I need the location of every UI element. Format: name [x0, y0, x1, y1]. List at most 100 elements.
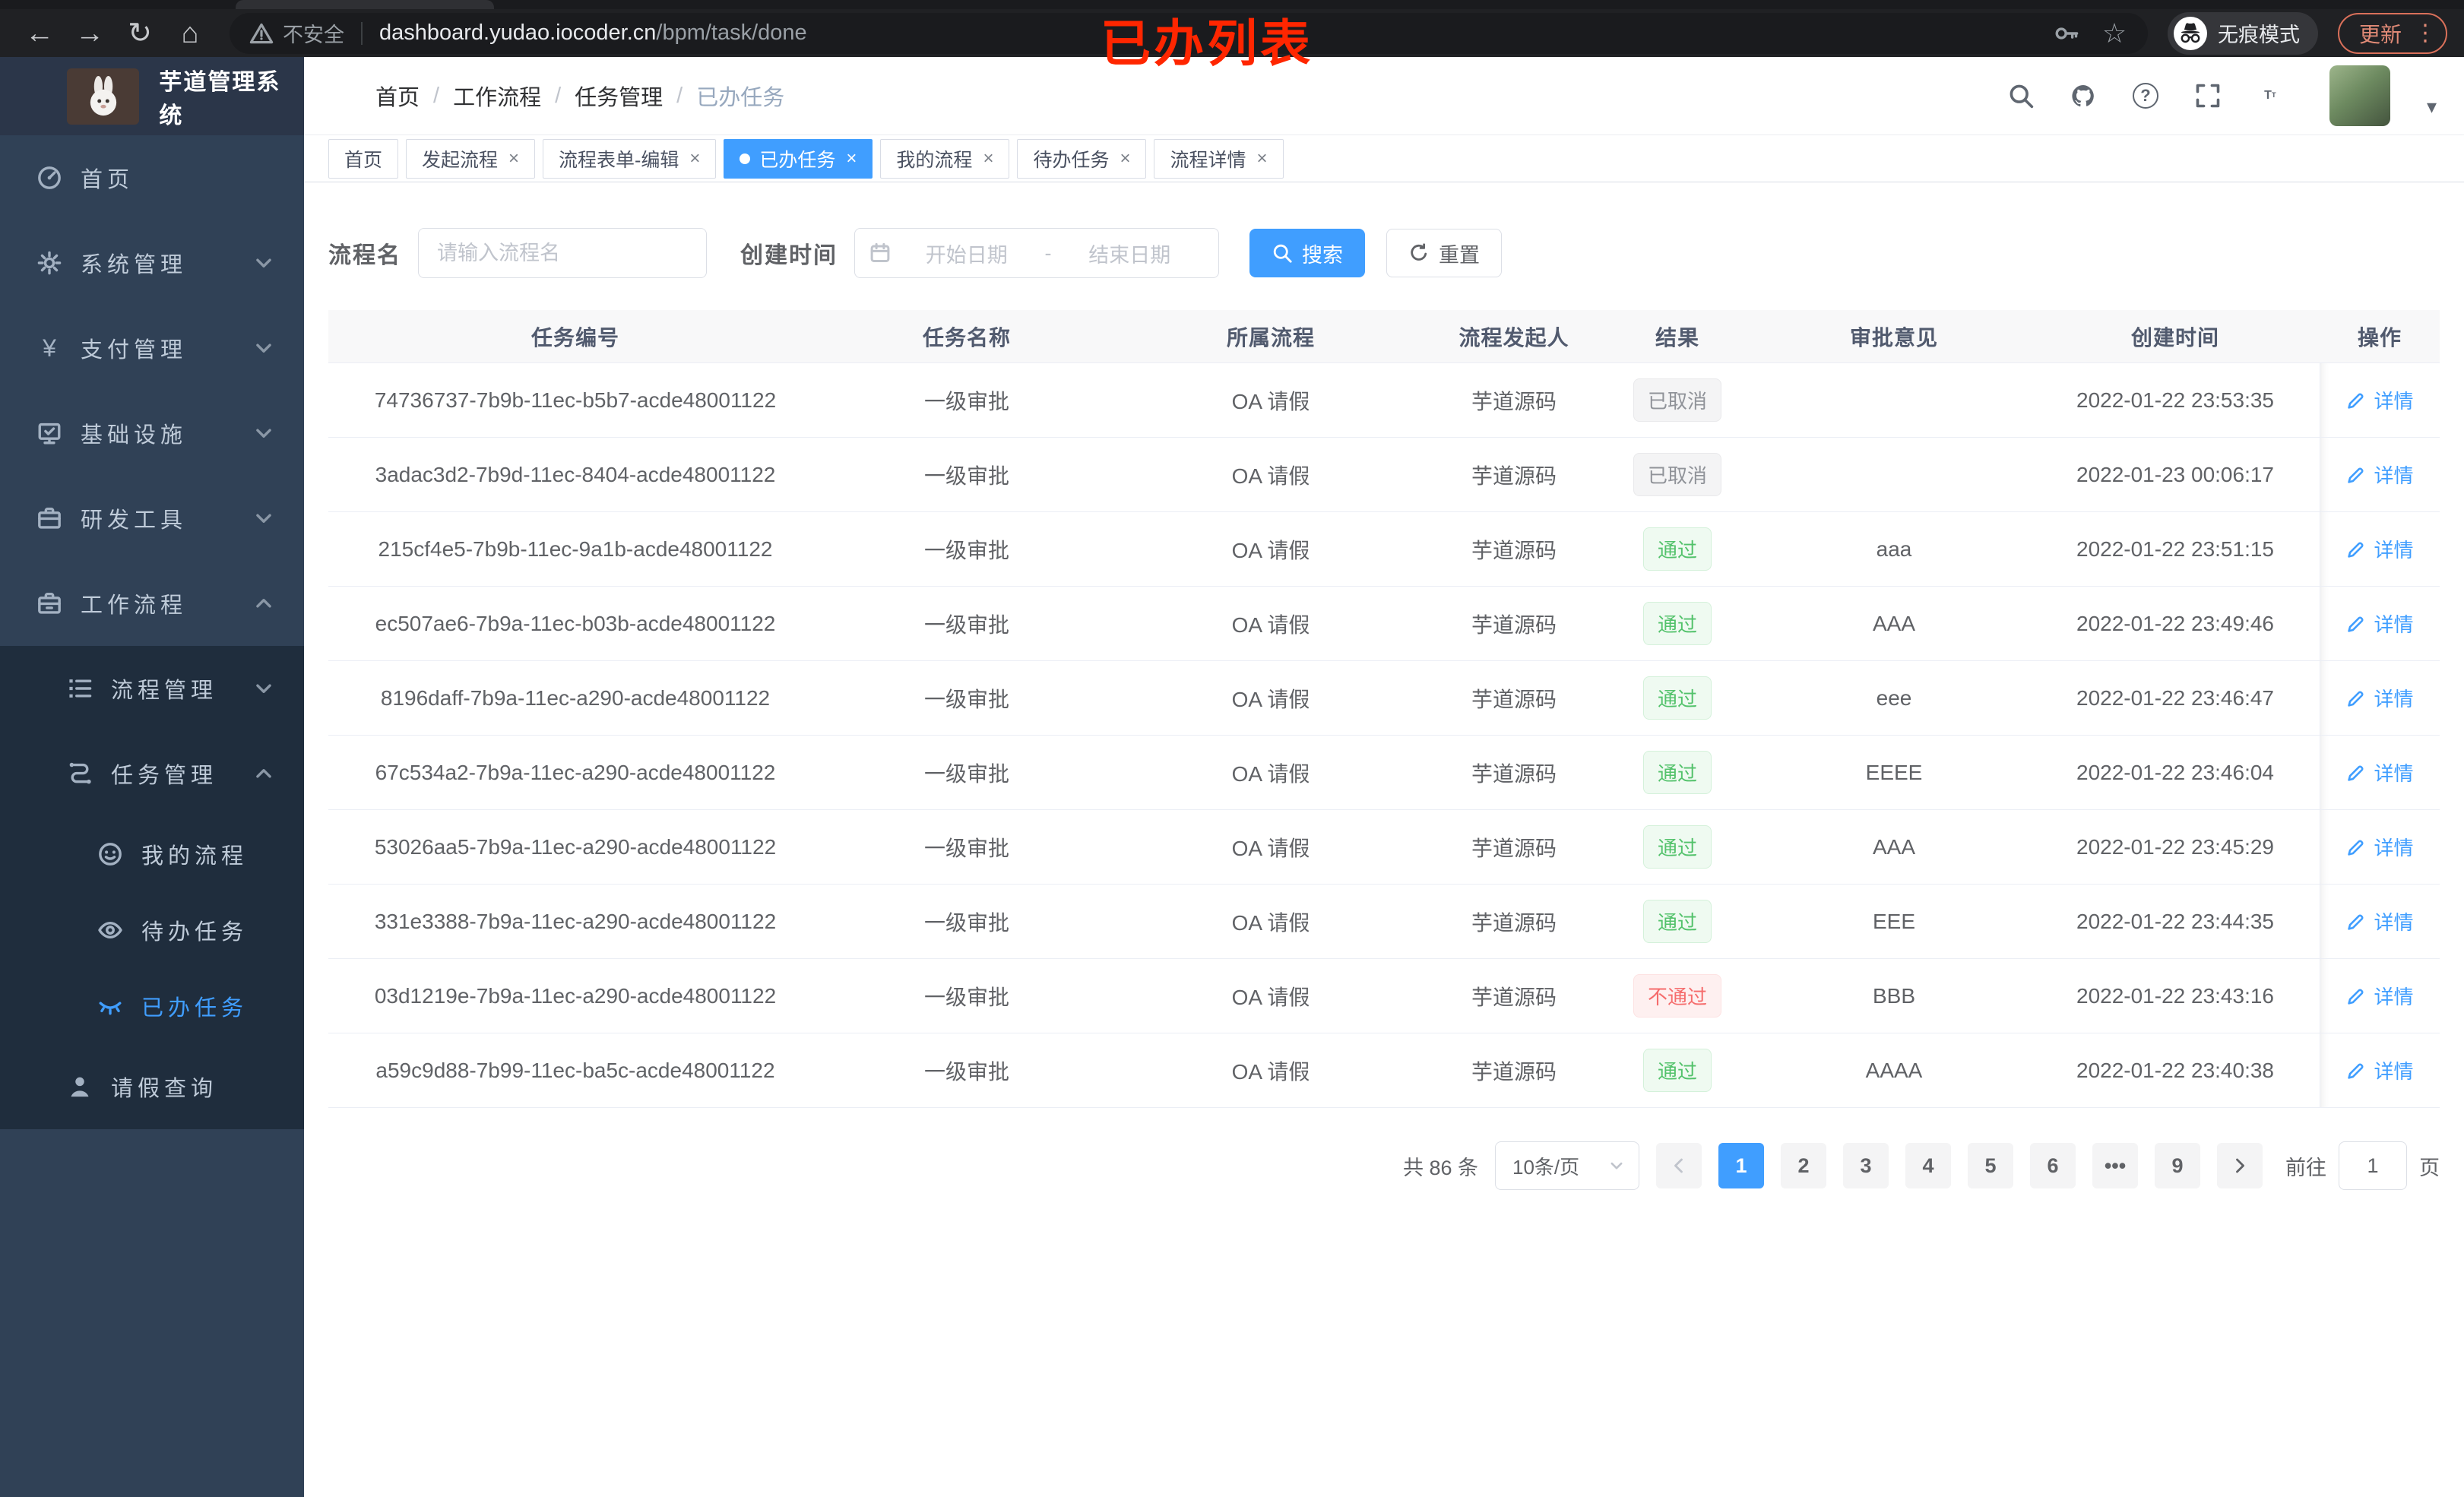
tab[interactable]: 首页: [328, 138, 399, 179]
table-row: a59c9d88-7b99-11ec-ba5c-acde48001122 一级审批…: [328, 1033, 2440, 1108]
column-header: 所属流程: [1226, 325, 1315, 350]
security-label: 不安全: [283, 24, 344, 46]
incognito-badge: 无痕模式: [2167, 11, 2318, 55]
search-icon[interactable]: [2007, 82, 2035, 109]
create-time-range-picker[interactable]: 开始日期 - 结束日期: [854, 228, 1219, 278]
breadcrumb-item[interactable]: 工作流程: [453, 86, 542, 110]
detail-link[interactable]: 详情: [2346, 386, 2414, 414]
sidebar-item[interactable]: 请假查询: [0, 1044, 304, 1129]
sidebar-item[interactable]: 我的流程: [0, 816, 304, 892]
detail-link-label: 详情: [2374, 837, 2414, 859]
star-icon[interactable]: ☆: [2101, 17, 2127, 49]
detail-link-label: 详情: [2374, 986, 2414, 1008]
sidebar-item[interactable]: 系统管理: [0, 220, 304, 305]
pager-page-button[interactable]: 6: [2030, 1143, 2076, 1188]
tab[interactable]: 已办任务 ×: [724, 138, 873, 179]
fullscreen-icon[interactable]: [2194, 82, 2222, 109]
cell-id: 8196daff-7b9a-11ec-a290-acde48001122: [380, 685, 771, 710]
edit-icon: [2346, 763, 2366, 783]
sidebar-item[interactable]: 基础设施: [0, 391, 304, 476]
result-badge: 不通过: [1633, 974, 1721, 1018]
tab[interactable]: 流程表单-编辑 ×: [543, 138, 717, 179]
address-bar[interactable]: 不安全 dashboard.yudao.iocoder.cn /bpm/task…: [230, 12, 2148, 54]
sidebar-item[interactable]: 流程管理: [0, 646, 304, 731]
detail-link[interactable]: 详情: [2346, 833, 2414, 861]
sidebar-fold-icon[interactable]: [324, 81, 354, 111]
cell-id: ec507ae6-7b9a-11ec-b03b-acde48001122: [375, 611, 776, 635]
page-annotation-title: 已办列表: [1101, 15, 1313, 71]
pager-page-button[interactable]: 3: [1843, 1143, 1889, 1188]
tab[interactable]: 流程详情 ×: [1154, 138, 1284, 179]
tab-close-icon[interactable]: ×: [983, 147, 994, 169]
tab[interactable]: 待办任务 ×: [1017, 138, 1147, 179]
back-icon[interactable]: ←: [25, 17, 54, 49]
pager-page-button[interactable]: 9: [2155, 1143, 2200, 1188]
avatar-caret-icon[interactable]: ▾: [2426, 95, 2437, 118]
detail-link-label: 详情: [2374, 688, 2414, 711]
goto-page-input[interactable]: [2339, 1141, 2407, 1190]
forward-icon[interactable]: →: [75, 17, 104, 49]
sidebar-item[interactable]: 工作流程: [0, 561, 304, 646]
browser-update-button[interactable]: 更新 ⋮: [2337, 12, 2447, 54]
cell-time: 2022-01-22 23:46:47: [2076, 685, 2274, 710]
calendar-icon: [869, 242, 892, 264]
edit-icon: [2346, 688, 2366, 708]
sidebar-item[interactable]: 已办任务: [0, 968, 304, 1044]
sidebar-item[interactable]: 待办任务: [0, 892, 304, 968]
detail-link[interactable]: 详情: [2346, 1056, 2414, 1084]
detail-link[interactable]: 详情: [2346, 684, 2414, 712]
tab-close-icon[interactable]: ×: [689, 147, 701, 169]
divider: [361, 21, 363, 45]
process-name-input[interactable]: [418, 228, 707, 278]
table-row: 53026aa5-7b9a-11ec-a290-acde48001122 一级审批…: [328, 810, 2440, 885]
detail-link[interactable]: 详情: [2346, 609, 2414, 638]
reset-button[interactable]: 重置: [1386, 229, 1502, 277]
browser-active-tab[interactable]: [236, 0, 494, 9]
pager-ellipsis[interactable]: •••: [2092, 1143, 2138, 1188]
key-icon[interactable]: [2054, 21, 2079, 46]
pager-page-button[interactable]: 1: [1718, 1143, 1764, 1188]
avatar[interactable]: [2329, 65, 2390, 126]
home-icon[interactable]: ⌂: [181, 17, 199, 49]
detail-link[interactable]: 详情: [2346, 907, 2414, 935]
tab-close-icon[interactable]: ×: [1256, 147, 1268, 169]
tab-close-icon[interactable]: ×: [846, 147, 857, 169]
edit-icon: [2346, 391, 2366, 410]
kebab-menu-icon[interactable]: ⋮: [2414, 20, 2437, 46]
page-size-select[interactable]: 10条/页: [1495, 1141, 1639, 1190]
cell-process: OA 请假: [1231, 612, 1310, 637]
pager-next-button[interactable]: [2217, 1143, 2263, 1188]
edit-icon: [2346, 837, 2366, 857]
result-badge: 通过: [1642, 527, 1712, 571]
cell-comment: BBB: [1872, 983, 1916, 1008]
sidebar-item[interactable]: ¥ 支付管理: [0, 305, 304, 391]
breadcrumb-item[interactable]: 首页: [375, 86, 420, 110]
detail-link-label: 详情: [2374, 1060, 2414, 1083]
pager-page-button[interactable]: 4: [1905, 1143, 1951, 1188]
detail-link[interactable]: 详情: [2346, 535, 2414, 563]
sidebar-item-label: 工作流程: [81, 593, 188, 618]
github-icon[interactable]: [2070, 82, 2097, 109]
tab-close-icon[interactable]: ×: [1120, 147, 1131, 169]
detail-link[interactable]: 详情: [2346, 982, 2414, 1010]
detail-link[interactable]: 详情: [2346, 758, 2414, 786]
tab[interactable]: 我的流程 ×: [880, 138, 1010, 179]
search-button[interactable]: 搜索: [1249, 229, 1365, 277]
pager-page-button[interactable]: 2: [1781, 1143, 1826, 1188]
detail-link[interactable]: 详情: [2346, 460, 2414, 489]
help-icon[interactable]: ?: [2132, 82, 2159, 109]
sidebar-item[interactable]: 首页: [0, 135, 304, 220]
tab[interactable]: 发起流程 ×: [406, 138, 536, 179]
sidebar-item[interactable]: 任务管理: [0, 731, 304, 816]
sidebar-item[interactable]: 研发工具: [0, 476, 304, 561]
process-name-label: 流程名: [328, 243, 401, 268]
sidebar-item-label: 任务管理: [111, 764, 218, 788]
detail-link-label: 详情: [2374, 613, 2414, 636]
pager-page-button[interactable]: 5: [1968, 1143, 2013, 1188]
breadcrumb-item[interactable]: 任务管理: [575, 86, 664, 110]
tab-close-icon[interactable]: ×: [508, 147, 520, 169]
reload-icon[interactable]: ↻: [128, 17, 152, 49]
main-content: 流程名 创建时间 开始日期 - 结束日期 搜索 重置: [304, 182, 2464, 1497]
pager-prev-button[interactable]: [1656, 1143, 1702, 1188]
